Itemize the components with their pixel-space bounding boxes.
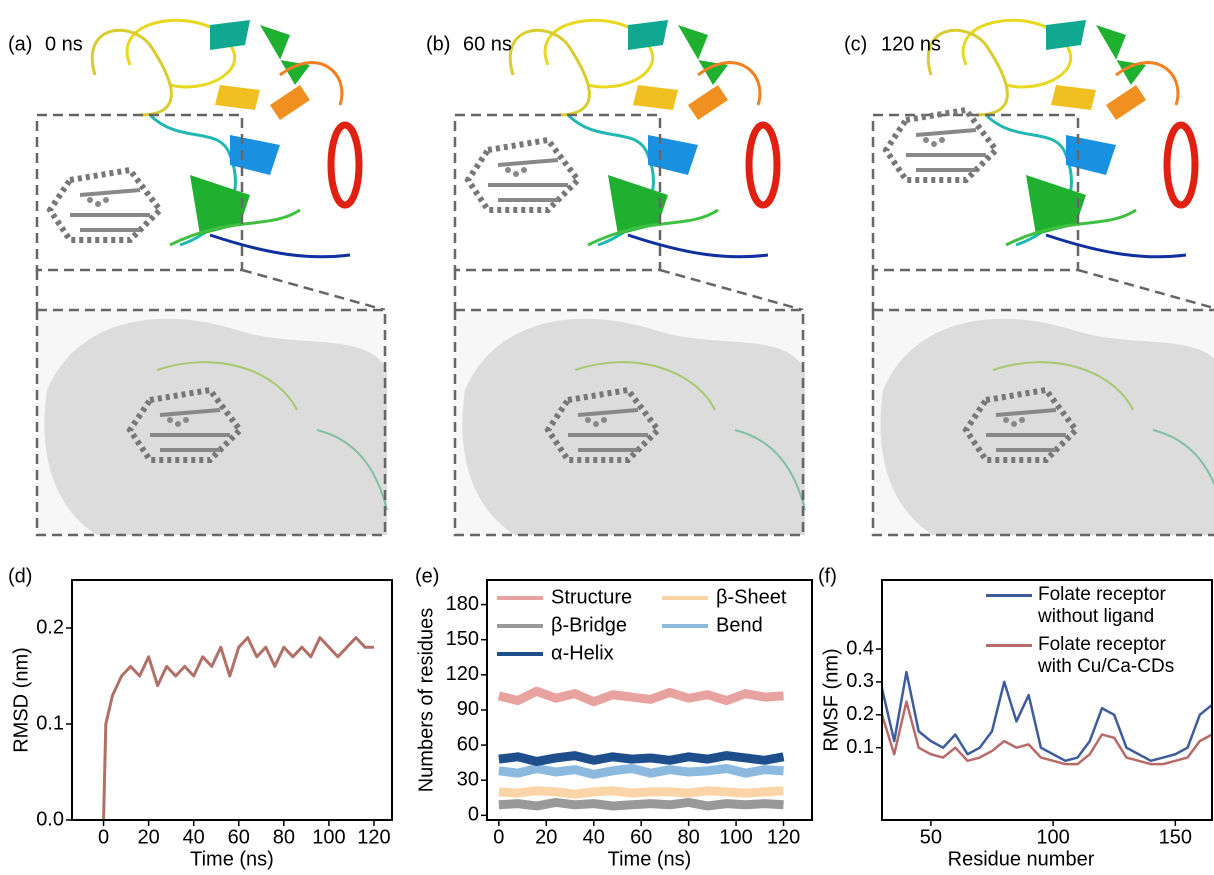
series-line (498, 751, 785, 766)
panel-time: 60 ns (463, 33, 512, 55)
ligand (468, 140, 578, 210)
x-tick-label: 100 (1036, 826, 1069, 848)
y-tick-label: 60 (457, 733, 479, 755)
x-tick-label: 120 (357, 826, 390, 848)
plot-frame (881, 579, 1213, 821)
legend-label: Folate receptor without ligand (1038, 584, 1166, 627)
y-tick-label: 0.2 (846, 703, 874, 725)
series-line (880, 670, 1213, 763)
connector (241, 268, 386, 312)
zoom-surface (454, 309, 806, 536)
y-tick-label: 150 (446, 628, 479, 650)
legend-label: Folate receptor with Cu/Ca-CDs (1038, 634, 1175, 677)
y-tick-label: 90 (457, 698, 479, 720)
x-tick-label: 0 (493, 826, 504, 848)
legend-label: β-Sheet (716, 586, 787, 608)
legend-entry: Folate receptor with Cu/Ca-CDs (986, 634, 1198, 678)
zoom-surface (872, 309, 1214, 536)
panel-label: (a) (8, 33, 32, 55)
panel-label: (b) (426, 33, 450, 55)
panel-label: (c) (844, 33, 867, 55)
x-axis-label: Residue number (948, 848, 1095, 870)
series-line (102, 636, 374, 821)
legend-label: β-Bridge (551, 614, 627, 636)
x-tick-label: 80 (678, 826, 700, 848)
x-tick-label: 100 (312, 826, 345, 848)
connector (659, 268, 804, 312)
series-line (498, 763, 784, 779)
y-tick-label: 180 (446, 593, 479, 615)
focus-box (871, 113, 1080, 272)
x-tick-label: 60 (630, 826, 652, 848)
y-tick-label: 0.1 (36, 712, 64, 734)
y-tick-label: 0 (468, 804, 479, 826)
zoom-box (871, 308, 1214, 537)
md-panel: (a) 0 ns (8, 20, 388, 537)
protein-structure (92, 20, 359, 257)
x-tick-label: 80 (273, 826, 295, 848)
plot-frame (71, 579, 393, 821)
x-tick-label: 50 (920, 826, 942, 848)
connector (1077, 268, 1214, 310)
legend-entry: Folate receptor without ligand (986, 584, 1198, 628)
y-tick-label: 120 (446, 663, 479, 685)
series-line (498, 797, 784, 811)
series-line (497, 686, 784, 707)
protein-structure (510, 20, 777, 257)
zoom-box (35, 308, 387, 537)
x-tick-label: 20 (137, 826, 159, 848)
x-tick-label: 40 (583, 826, 605, 848)
y-tick-label: 30 (457, 768, 479, 790)
md-panel: (b) 60 ns (426, 20, 806, 537)
protein-structure (928, 20, 1195, 257)
y-tick-label: 0.1 (846, 736, 874, 758)
y-tick-label: 0.0 (36, 808, 64, 830)
x-tick-label: 120 (767, 826, 800, 848)
y-axis-label: Numbers of residues (415, 608, 437, 793)
y-tick-label: 0.2 (36, 616, 64, 638)
legend-label: Bend (716, 614, 763, 636)
x-axis-label: Time (ns) (608, 848, 692, 870)
md-panel: (c) 120 ns (844, 20, 1214, 537)
x-tick-label: 150 (1159, 826, 1192, 848)
legend-swatch (986, 594, 1032, 597)
zoom-box (453, 308, 805, 537)
panel-time: 120 ns (881, 33, 941, 55)
y-axis-label: RMSF (nm) (820, 648, 842, 751)
series-line (498, 786, 784, 799)
legend-label: Structure (551, 586, 632, 608)
y-axis-label: RMSD (nm) (10, 647, 32, 753)
series-line (880, 700, 1213, 766)
x-axis-label: Time (ns) (190, 848, 274, 870)
focus-box (453, 113, 662, 272)
y-tick-label: 0.3 (846, 670, 874, 692)
legend-swatch (986, 644, 1032, 647)
x-tick-label: 20 (535, 826, 557, 848)
panel-label: (d) (8, 565, 32, 587)
panel-label: (f) (818, 565, 837, 587)
zoom-surface (36, 309, 388, 536)
y-tick-label: 0.4 (846, 637, 874, 659)
ligand (50, 170, 160, 240)
focus-box (35, 113, 244, 272)
plot-frame (486, 579, 813, 821)
panel-time: 0 ns (45, 33, 83, 55)
x-tick-label: 40 (183, 826, 205, 848)
x-tick-label: 60 (228, 826, 250, 848)
x-tick-label: 0 (98, 826, 109, 848)
ligand (886, 110, 996, 180)
panel-label: (e) (415, 565, 439, 587)
x-tick-label: 100 (719, 826, 752, 848)
legend-label: α-Helix (551, 642, 614, 664)
